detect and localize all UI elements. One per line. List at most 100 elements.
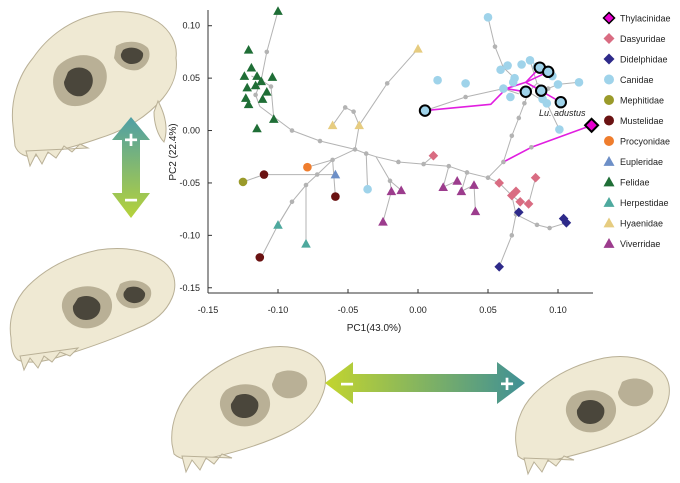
data-point-viverridae [456,186,467,196]
pca-chart: -0.15 -0.10 -0.05 0.00 0.05 0.10 0.10 0.05 0.00 -… [168,6,600,334]
legend-marker-eupleridae [603,156,615,166]
legend-marker-thylacinidae [602,11,616,25]
horizontal-arrow-plus-label: + [500,371,514,398]
data-point-mustelidae [331,192,340,201]
data-point-felidae [257,94,268,103]
legend-marker-herpestidae [603,197,615,207]
ancestral-node [314,172,320,177]
data-point-viverridae [452,176,462,185]
data-point-dasyuridae [494,178,504,188]
data-point-dasyuridae [530,172,541,183]
ancestral-node [501,159,506,165]
ancestral-node [342,105,348,110]
data-point-felidae [241,93,251,102]
data-point-felidae [273,6,283,15]
data-point-felidae [252,71,262,80]
data-point-dasyuridae [428,150,439,161]
data-point-canidae [483,13,493,22]
data-point-canidae-outlined [554,96,567,109]
data-point-didelphidae [494,261,504,272]
data-points [238,6,600,272]
data-point-hyaenidae [354,120,364,130]
ancestral-node [509,133,515,139]
ancestral-node [253,92,258,98]
data-point-dasyuridae [523,199,534,209]
data-point-felidae [243,45,254,54]
ancestral-node [289,128,295,133]
data-point-dasyuridae [515,197,525,207]
legend-label-canidae: Canidae [620,75,654,85]
data-point-canidae [555,125,564,134]
ancestral-node [516,115,522,121]
skull-image-bottom-center [171,346,326,474]
data-point-procyonidae [303,162,312,172]
legend-label-didelphidae: Didelphidae [620,55,668,65]
x-tick-label: -0.15 [198,305,219,315]
ancestral-node [446,163,452,169]
data-point-mustelidae [259,170,269,179]
legend-label-eupleridae: Eupleridae [620,157,663,167]
ancestral-node [387,178,393,184]
ancestral-node [384,81,390,86]
data-point-herpestidae [273,220,283,229]
data-point-viverridae [378,216,388,226]
data-point-felidae [262,86,272,96]
y-axis-label: PC2 (22.4%) [168,123,179,180]
x-tick-label: 0.10 [549,305,567,315]
y-tick-label: 0.05 [182,73,200,83]
data-point-canidae-outlined [519,85,532,98]
phylogeny-branch [358,48,419,126]
x-tick-label: -0.05 [338,305,359,315]
data-point-canidae [499,84,508,93]
ancestral-node [492,44,498,49]
ancestral-node [534,222,540,228]
legend-marker-dasyuridae [603,33,615,44]
legend-marker-mustelidae [604,115,614,126]
highlighted-branch-thylacine [503,124,592,163]
ancestral-node [268,84,274,89]
legend-marker-didelphidae [603,53,615,65]
x-tick-label: 0.05 [479,305,497,315]
ancestral-node [330,157,335,163]
data-point-didelphidae [561,217,572,228]
vertical-arrow-minus-label: − [124,187,138,214]
annotation-lu-adustus: Lu. adustus [539,108,586,118]
phylogeny-branch [515,213,567,229]
data-point-canidae [506,92,515,102]
phylogeny-branch [498,195,517,267]
legend-label-hyaenidae: Hyaenidae [620,219,663,229]
legend-label-procyonidae: Procyonidae [620,137,670,147]
ancestral-node [264,49,270,55]
vertical-arrow-plus-label: + [124,127,138,154]
data-point-felidae [243,99,254,109]
data-point-didelphidae [514,207,524,218]
data-point-mephitidae [238,177,248,187]
y-tick-label: 0.10 [182,21,200,31]
data-point-viverridae [396,185,406,195]
phylogeny-branch [365,153,369,190]
data-point-dasyuridae [511,186,521,197]
legend-marker-mephitidae [604,95,614,105]
horizontal-arrow-minus-label: − [340,371,354,398]
data-point-canidae [508,78,518,87]
phylogeny-branch [382,180,392,222]
x-tick-label: 0.00 [409,305,427,315]
data-point-thylacinidae [583,117,600,134]
skull-image-top-left [11,11,177,168]
data-point-hyaenidae [327,120,338,130]
data-point-canidae [433,75,442,85]
data-point-canidae [503,61,512,70]
data-point-canidae [525,56,535,65]
y-tick-label: 0.00 [182,126,200,136]
ancestral-node [522,100,527,106]
legend-marker-hyaenidae [603,217,615,228]
x-axis-label: PC1(43.0%) [347,323,401,334]
phylogeny-branch [424,88,519,112]
data-point-felidae [269,114,279,123]
data-point-canidae [538,94,547,104]
ancestral-node [396,159,401,165]
legend-label-dasyuridae: Dasyuridae [620,34,666,44]
data-point-eupleridae [330,169,341,179]
data-point-felidae [246,62,257,72]
